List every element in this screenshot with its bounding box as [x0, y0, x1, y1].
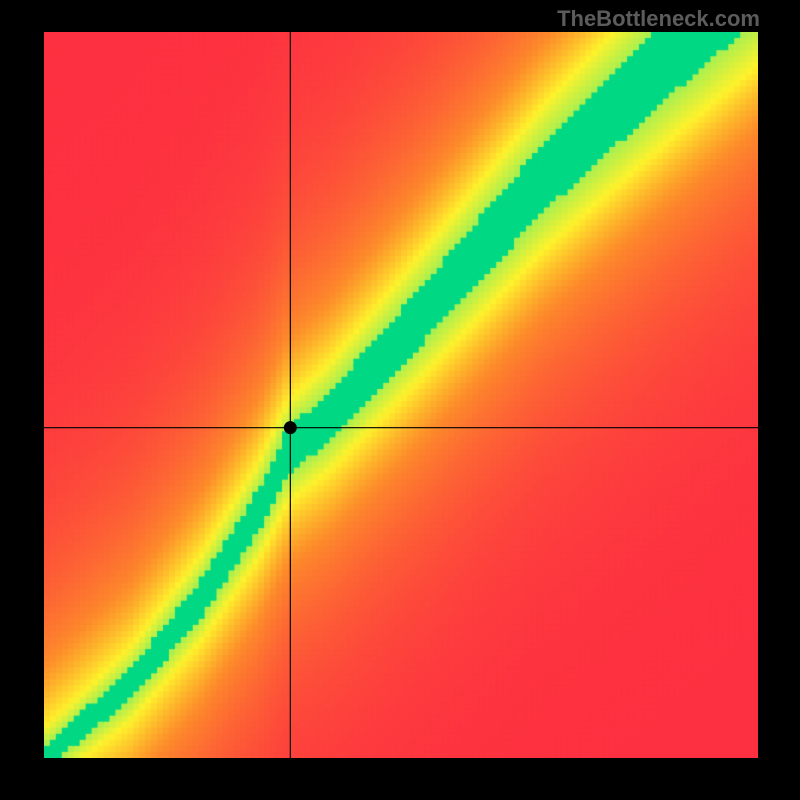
bottleneck-heatmap	[44, 32, 758, 758]
watermark-text: TheBottleneck.com	[557, 6, 760, 32]
